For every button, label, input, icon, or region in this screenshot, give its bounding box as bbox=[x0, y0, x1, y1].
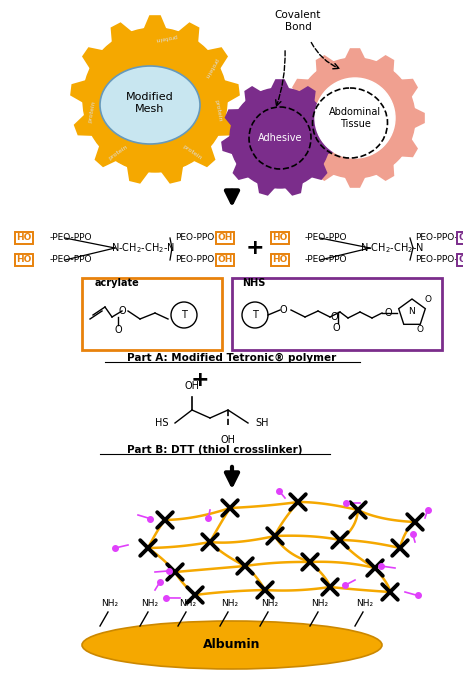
Text: HO: HO bbox=[272, 234, 287, 242]
Text: T: T bbox=[181, 310, 187, 320]
Text: NH₂: NH₂ bbox=[311, 599, 328, 608]
Text: Covalent
Bond: Covalent Bond bbox=[274, 10, 320, 32]
Text: N-CH$_2$-CH$_2$-N: N-CH$_2$-CH$_2$-N bbox=[359, 241, 423, 255]
Text: N: N bbox=[408, 307, 414, 315]
Text: O: O bbox=[332, 323, 339, 333]
Text: protein: protein bbox=[181, 144, 202, 161]
Text: SH: SH bbox=[255, 418, 268, 428]
Text: PEO-PPO-: PEO-PPO- bbox=[414, 234, 457, 242]
Text: Adhesive: Adhesive bbox=[257, 133, 301, 143]
Ellipse shape bbox=[100, 66, 200, 144]
Text: Part B: DTT (thiol crosslinker): Part B: DTT (thiol crosslinker) bbox=[127, 445, 302, 455]
FancyBboxPatch shape bbox=[82, 278, 221, 350]
Circle shape bbox=[83, 28, 226, 172]
Text: HO: HO bbox=[16, 234, 31, 242]
Text: NH₂: NH₂ bbox=[141, 599, 158, 608]
Text: O: O bbox=[424, 294, 431, 303]
Text: N-CH$_2$-CH$_2$-N: N-CH$_2$-CH$_2$-N bbox=[111, 241, 175, 255]
Text: OH: OH bbox=[217, 234, 232, 242]
Text: -PEO-PPO: -PEO-PPO bbox=[50, 255, 92, 265]
Polygon shape bbox=[70, 15, 239, 183]
Polygon shape bbox=[221, 79, 338, 196]
Text: HO: HO bbox=[272, 255, 287, 265]
Text: HO: HO bbox=[16, 255, 31, 265]
Text: OH: OH bbox=[220, 435, 235, 445]
Text: PEO-PPO-: PEO-PPO- bbox=[175, 255, 217, 265]
Text: protein: protein bbox=[88, 100, 96, 123]
Text: protein: protein bbox=[154, 32, 177, 41]
Circle shape bbox=[171, 302, 197, 328]
Text: NH₂: NH₂ bbox=[261, 599, 278, 608]
Text: NHS: NHS bbox=[242, 278, 265, 288]
Text: protein: protein bbox=[213, 100, 222, 123]
Text: protein: protein bbox=[107, 144, 129, 161]
Text: -PEO-PPO: -PEO-PPO bbox=[50, 234, 92, 242]
Text: HS: HS bbox=[155, 418, 169, 428]
Text: NH₂: NH₂ bbox=[179, 599, 196, 608]
Text: Modified
Mesh: Modified Mesh bbox=[126, 92, 174, 114]
Text: Abdominal
Tissue: Abdominal Tissue bbox=[328, 107, 380, 129]
Text: -PEO-PPO: -PEO-PPO bbox=[304, 255, 347, 265]
Text: OH: OH bbox=[457, 234, 463, 242]
Text: OH: OH bbox=[217, 255, 232, 265]
Text: OH: OH bbox=[184, 381, 199, 391]
Text: T: T bbox=[251, 310, 257, 320]
Circle shape bbox=[294, 58, 414, 178]
Text: PEO-PPO-: PEO-PPO- bbox=[414, 255, 457, 265]
Circle shape bbox=[230, 88, 329, 188]
Text: PEO-PPO-: PEO-PPO- bbox=[175, 234, 217, 242]
Text: O: O bbox=[279, 305, 286, 315]
Ellipse shape bbox=[82, 621, 381, 669]
Text: protein: protein bbox=[202, 57, 218, 79]
Circle shape bbox=[242, 302, 268, 328]
Text: NH₂: NH₂ bbox=[221, 599, 238, 608]
FancyBboxPatch shape bbox=[232, 278, 441, 350]
Text: Part A: Modified Tetronic® polymer: Part A: Modified Tetronic® polymer bbox=[127, 353, 336, 363]
Text: +: + bbox=[190, 370, 209, 390]
Text: OH: OH bbox=[457, 255, 463, 265]
Text: O: O bbox=[114, 325, 122, 335]
Text: acrylate: acrylate bbox=[95, 278, 139, 288]
Text: NH₂: NH₂ bbox=[356, 599, 373, 608]
Circle shape bbox=[314, 78, 394, 158]
Text: O: O bbox=[416, 324, 423, 334]
Text: O: O bbox=[330, 312, 337, 322]
Text: -PEO-PPO: -PEO-PPO bbox=[304, 234, 347, 242]
Text: O: O bbox=[118, 306, 125, 316]
Text: +: + bbox=[245, 238, 264, 258]
Text: NH₂: NH₂ bbox=[101, 599, 119, 608]
Polygon shape bbox=[285, 48, 424, 188]
Text: O: O bbox=[383, 308, 391, 318]
Text: Albumin: Albumin bbox=[203, 638, 260, 651]
